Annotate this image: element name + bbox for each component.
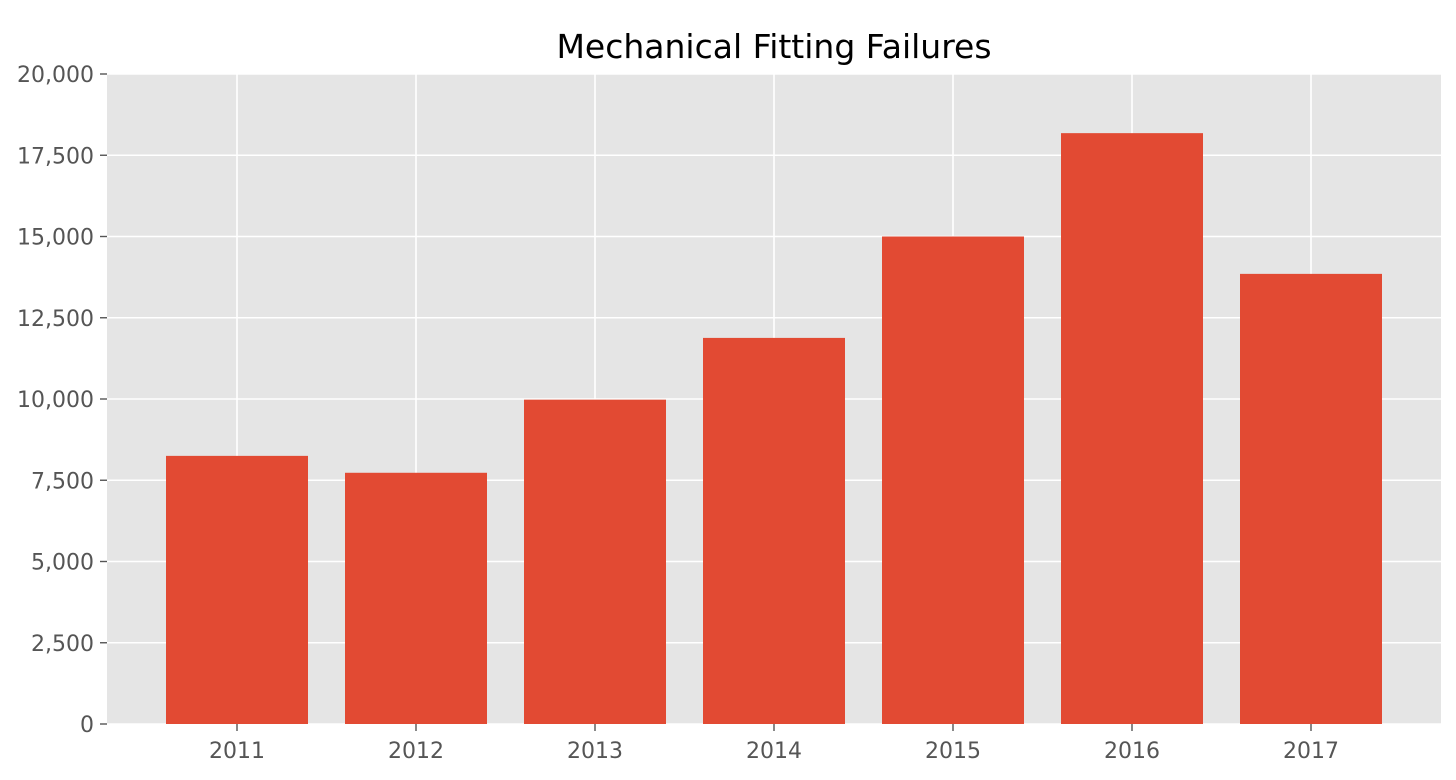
bar-2017 — [1240, 273, 1382, 724]
bar-2014 — [703, 337, 845, 724]
x-tick-label: 2012 — [388, 739, 444, 764]
y-tick-label: 20,000 — [17, 63, 94, 88]
y-tick-label: 15,000 — [17, 226, 94, 251]
x-tick-label: 2014 — [746, 739, 802, 764]
bar-2016 — [1061, 133, 1203, 724]
y-tick-label: 0 — [80, 713, 94, 738]
x-tick-label: 2013 — [567, 739, 623, 764]
chart-title: Mechanical Fitting Failures — [556, 27, 991, 66]
bar-2012 — [345, 472, 487, 724]
y-tick-label: 17,500 — [17, 144, 94, 169]
y-tick-label: 12,500 — [17, 307, 94, 332]
x-tick-label: 2015 — [925, 739, 981, 764]
x-tick-label: 2017 — [1283, 739, 1339, 764]
axes: 0 2,500 5,000 7,500 10,000 12,500 15,000 17,500… — [17, 63, 1339, 764]
y-tick-label: 2,500 — [31, 632, 94, 657]
bar-2015 — [882, 236, 1024, 724]
y-tick-label: 5,000 — [31, 551, 94, 576]
bars — [166, 133, 1382, 724]
bar-2011 — [166, 455, 308, 724]
y-tick-label: 10,000 — [17, 388, 94, 413]
x-tick-label: 2011 — [209, 739, 265, 764]
bar-2013 — [524, 399, 666, 724]
y-tick-label: 7,500 — [31, 469, 94, 494]
x-tick-label: 2016 — [1104, 739, 1160, 764]
